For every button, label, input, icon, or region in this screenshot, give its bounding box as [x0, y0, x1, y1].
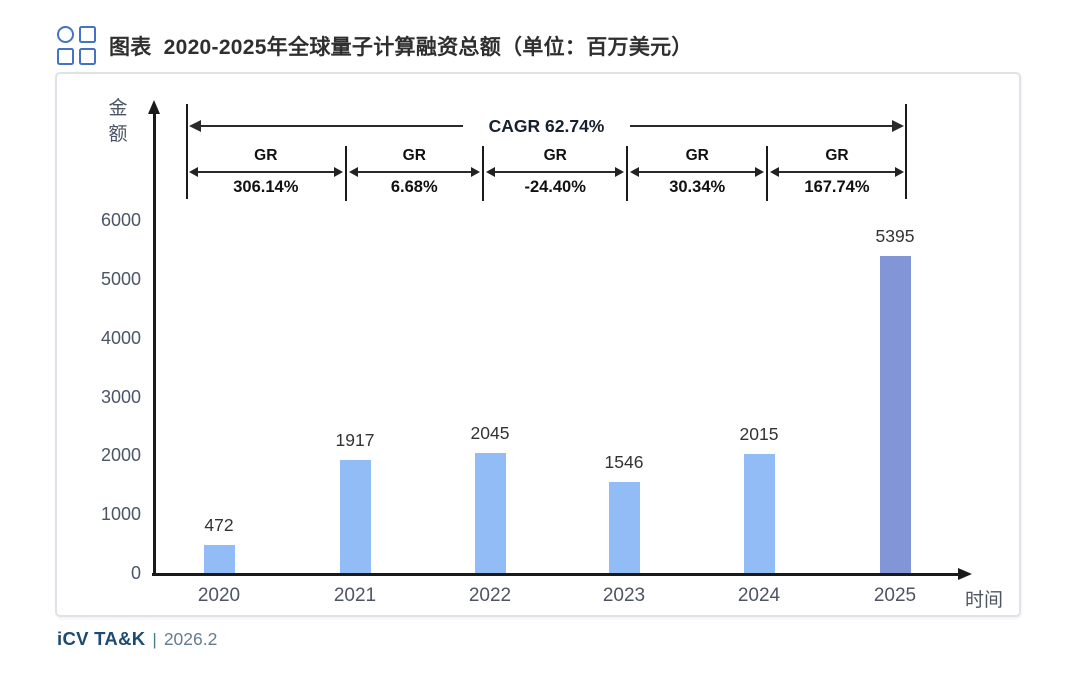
gr-segment: GR 30.34% — [628, 146, 768, 201]
footer-edition: 2026.2 — [163, 629, 218, 649]
logo-square-cell — [79, 26, 96, 43]
gr-range-arrow — [187, 166, 345, 177]
x-axis-arrow-icon — [958, 567, 972, 580]
gr-value: 167.74% — [804, 178, 870, 196]
gr-label: GR — [543, 147, 567, 164]
footer-separator: | — [152, 630, 157, 649]
bar-value-label: 5395 — [875, 226, 915, 246]
cagr-label: CAGR 62.74% — [488, 115, 605, 136]
y-tick-label: 5000 — [100, 268, 141, 289]
gr-range-arrow — [484, 166, 627, 177]
x-category-label: 2021 — [333, 585, 377, 606]
x-axis-line — [152, 573, 960, 576]
bar — [474, 453, 506, 573]
logo-circle-cell — [57, 26, 74, 43]
bar — [203, 545, 235, 573]
bar — [743, 454, 775, 573]
footer: iCV TA&K | 2026.2 — [57, 628, 217, 650]
y-tick-label: 4000 — [100, 327, 141, 348]
y-tick-label: 1000 — [100, 504, 141, 525]
gr-range-arrow — [628, 166, 765, 177]
gr-segment: GR 306.14% — [187, 146, 347, 201]
x-category-label: 2022 — [468, 585, 512, 606]
x-category-label: 2020 — [197, 585, 241, 606]
gr-label: GR — [685, 147, 709, 164]
logo-square-cell — [79, 48, 96, 65]
grid-logo-icon — [57, 26, 96, 65]
gr-value: 6.68% — [390, 178, 438, 196]
gr-value: 306.14% — [233, 178, 299, 196]
y-axis-label: 金额 — [105, 96, 131, 148]
cagr-arrow-left — [189, 119, 463, 133]
cagr-arrow-right — [630, 119, 904, 133]
y-axis-arrow-icon — [147, 100, 160, 114]
y-tick-label: 2000 — [100, 445, 141, 466]
page-title: 图表 2020-2025年全球量子计算融资总额（单位：百万美元） — [109, 31, 693, 61]
cagr-annotation: CAGR 62.74% — [187, 114, 906, 138]
bar — [339, 460, 371, 573]
gr-label: GR — [825, 147, 849, 164]
y-tick-label: 6000 — [100, 210, 141, 230]
y-axis-line — [153, 112, 156, 575]
gr-segment: GR 167.74% — [768, 146, 906, 201]
header: 图表 2020-2025年全球量子计算融资总额（单位：百万美元） — [57, 26, 693, 65]
bar-value-label: 2015 — [739, 424, 779, 444]
range-boundary-line-left — [186, 104, 188, 199]
gr-label: GR — [254, 147, 278, 164]
growth-rate-band: GR 306.14% GR 6.68% GR -24.40% GR 30.34% GR 167.7… — [187, 146, 906, 201]
bar — [879, 256, 911, 573]
y-axis-label-char: 额 — [108, 124, 128, 145]
logo-square-cell — [57, 48, 74, 65]
bar-value-label: 472 — [204, 515, 234, 535]
gr-segment: GR 6.68% — [347, 146, 484, 201]
gr-value: -24.40% — [524, 178, 586, 196]
y-tick-label: 3000 — [100, 386, 141, 407]
brand-logo-text: iCV TA&K — [57, 628, 146, 649]
page-title-prefix: 图表 — [109, 35, 152, 59]
x-category-label: 2025 — [873, 585, 917, 606]
gr-segment: GR -24.40% — [484, 146, 629, 201]
bar-value-label: 1546 — [604, 452, 644, 472]
y-axis-label-char: 金 — [108, 98, 128, 119]
x-category-label: 2023 — [602, 585, 646, 606]
y-tick-label: 0 — [130, 563, 141, 583]
gr-range-arrow — [768, 166, 906, 177]
gr-range-arrow — [347, 166, 482, 177]
gr-value: 30.34% — [669, 178, 726, 196]
bar-value-label: 1917 — [335, 430, 375, 450]
page-title-main: 2020-2025年全球量子计算融资总额（单位：百万美元） — [163, 35, 693, 59]
x-axis-label: 时间 — [965, 590, 1004, 611]
range-boundary-line-right — [905, 104, 907, 199]
gr-label: GR — [402, 147, 426, 164]
chart-card: 金额 时间 CAGR 62.74% GR 306.14% GR 6.68% GR -24.… — [55, 72, 1021, 617]
bar-value-label: 2045 — [470, 423, 510, 443]
bar — [608, 482, 640, 573]
x-category-label: 2024 — [737, 585, 781, 606]
